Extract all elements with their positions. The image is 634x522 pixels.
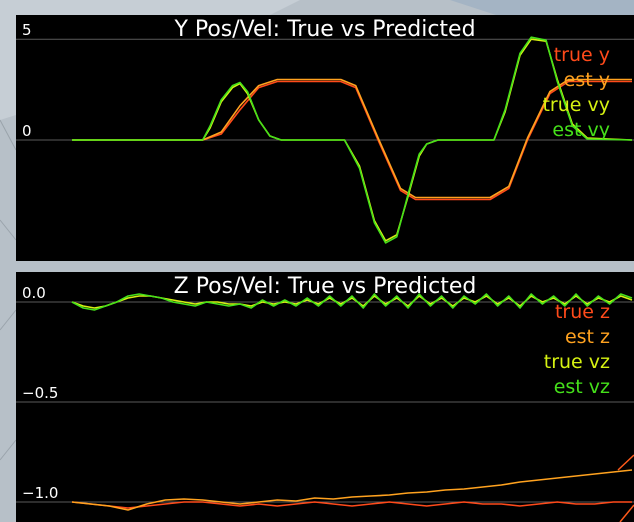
legend-entry-true-vy: true vy: [542, 94, 610, 116]
series-line-true-z: [71, 501, 632, 509]
y-tick-label: −0.5: [22, 384, 58, 402]
y-plot-legend: true y est y true vy est vy: [542, 43, 610, 143]
legend-entry-est-vz: est vz: [553, 376, 610, 398]
z-plot-legend: true z est z true vz est vz: [544, 300, 610, 400]
series-line-est-vz: [71, 293, 633, 311]
series-line-est-vy: [72, 36, 633, 244]
series-line-est-y: [72, 78, 632, 199]
y-plot-title: Y Pos/Vel: True vs Predicted: [174, 17, 476, 42]
legend-entry-est-y: est y: [563, 69, 610, 91]
y-plot-canvas: 50: [16, 21, 634, 244]
legend-entry-true-z: true z: [554, 301, 610, 323]
legend-entry-est-vy: est vy: [552, 119, 610, 141]
y-tick-label: 5: [22, 21, 32, 39]
y-tick-label: 0: [22, 122, 32, 140]
series-line-true-vy: [72, 38, 633, 242]
legend-entry-true-y: true y: [553, 44, 610, 66]
series-line-true-y: [72, 80, 632, 201]
y-tick-label: −1.0: [22, 484, 58, 502]
z-plot-panel: 0.0 −0.5 −1.0 Z Pos/Vel: True vs Predicted…: [16, 272, 634, 522]
y-tick-label: 0.0: [22, 284, 46, 302]
z-plot-title: Z Pos/Vel: True vs Predicted: [173, 274, 477, 299]
legend-entry-true-vz: true vz: [543, 351, 610, 373]
z-plot-canvas: 0.0 −0.5 −1.0: [16, 284, 634, 511]
series-line-est-z: [71, 469, 633, 511]
legend-entry-est-z: est z: [564, 326, 610, 348]
